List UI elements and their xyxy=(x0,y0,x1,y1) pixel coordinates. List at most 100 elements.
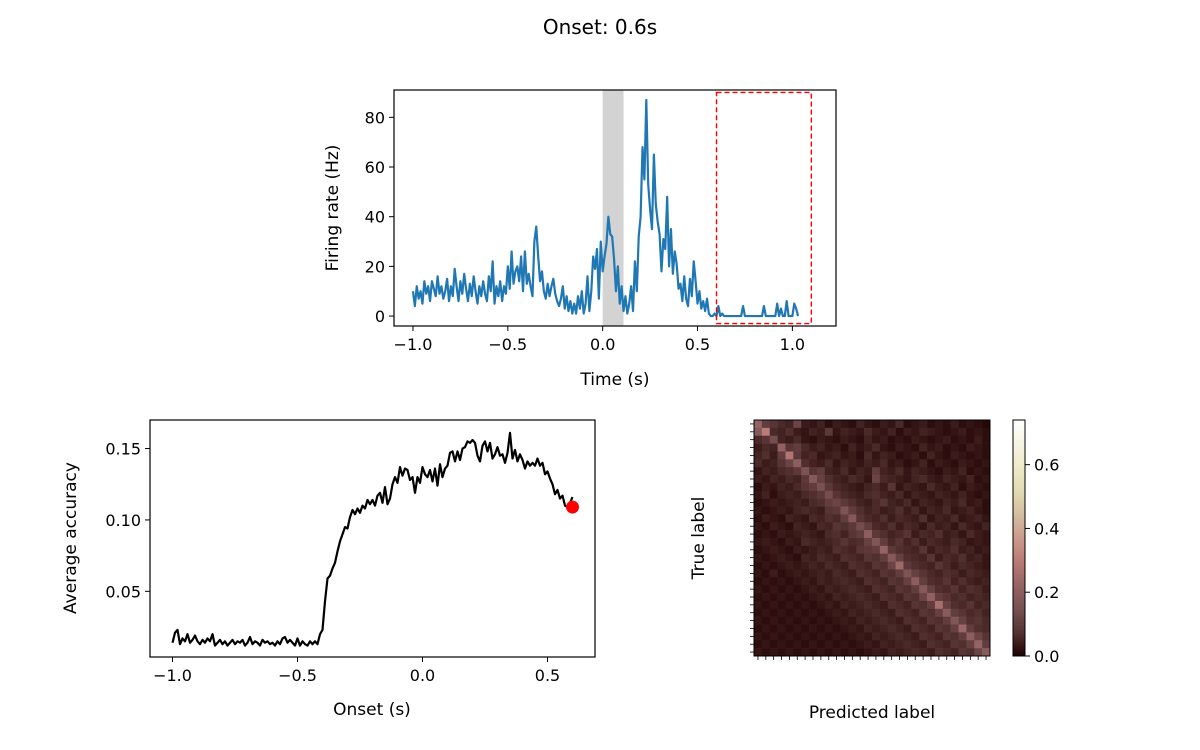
confusion-cell xyxy=(879,482,889,492)
confusion-cell xyxy=(982,545,991,555)
confusion-cell xyxy=(982,600,991,610)
confusion-cell xyxy=(824,561,833,570)
confusion-cell xyxy=(864,624,873,633)
confusion-cell xyxy=(777,420,786,429)
confusion-cell xyxy=(919,522,928,531)
confusion-cell xyxy=(864,443,873,452)
confusion-cell xyxy=(809,482,818,492)
confusion-cell xyxy=(832,569,841,578)
confusion-cell xyxy=(840,530,849,539)
confusion-cell xyxy=(832,451,841,460)
confusion-cell xyxy=(856,632,865,641)
confusion-cell xyxy=(793,506,802,515)
confusion-cell xyxy=(801,427,810,437)
confusion-cell xyxy=(974,608,983,617)
confusion-cell xyxy=(974,514,983,523)
y-tick-label: 0 xyxy=(375,307,385,326)
confusion-cell xyxy=(832,427,841,437)
confusion-cell xyxy=(887,522,896,531)
confusion-cell xyxy=(911,648,920,657)
confusion-cell xyxy=(927,435,936,444)
confusion-cell xyxy=(982,514,991,523)
confusion-cell xyxy=(903,624,912,633)
confusion-cell xyxy=(879,514,889,523)
confusion-cell xyxy=(911,624,920,633)
confusion-cell xyxy=(982,608,991,617)
confusion-cell xyxy=(840,443,849,452)
colorbar-tick-label: 0.2 xyxy=(1034,583,1059,602)
confusion-cell xyxy=(754,490,763,499)
confusion-cell xyxy=(911,632,920,641)
confusion-cell xyxy=(793,475,802,484)
confusion-cell xyxy=(785,640,794,649)
confusion-cell xyxy=(832,467,841,476)
x-tick-label: −1.0 xyxy=(153,666,192,685)
confusion-cell xyxy=(848,545,857,555)
confusion-cell xyxy=(966,632,975,641)
confusion-cell xyxy=(895,427,904,437)
confusion-cell xyxy=(793,616,802,625)
confusion-cell xyxy=(816,648,826,657)
confusion-cell xyxy=(761,600,771,610)
confusion-cell xyxy=(895,420,904,429)
confusion-cell xyxy=(958,530,967,539)
confusion-cell xyxy=(816,538,826,547)
confusion-cell xyxy=(793,482,802,492)
confusion-cell xyxy=(785,545,794,555)
confusion-cell xyxy=(903,459,912,468)
confusion-cell xyxy=(903,427,912,437)
confusion-cell xyxy=(864,490,873,499)
confusion-cell xyxy=(982,577,991,586)
confusion-cell xyxy=(864,561,873,570)
confusion-cell xyxy=(934,482,944,492)
confusion-cell xyxy=(864,553,873,562)
confusion-cell xyxy=(879,498,889,507)
confusion-cell xyxy=(919,600,928,610)
confusion-cell xyxy=(872,443,881,452)
confusion-cell xyxy=(927,545,936,555)
confusion-cell xyxy=(950,482,959,492)
confusion-cell xyxy=(911,435,920,444)
confusion-cell xyxy=(793,459,802,468)
confusion-cell xyxy=(793,624,802,633)
confusion-cell xyxy=(950,420,959,429)
confusion-cell xyxy=(903,435,912,444)
confusion-cell xyxy=(824,420,833,429)
confusion-cell xyxy=(769,577,778,586)
confusion-cell xyxy=(958,632,967,641)
confusion-cell xyxy=(950,600,959,610)
confusion-cell xyxy=(754,522,763,531)
confusion-cell xyxy=(777,498,786,507)
confusion-cell xyxy=(754,616,763,625)
confusion-cell xyxy=(824,593,833,602)
firing-rate-series xyxy=(411,98,800,318)
confusion-cell xyxy=(777,608,786,617)
confusion-cell xyxy=(761,577,771,586)
confusion-cell xyxy=(816,443,826,452)
y-tick-label: 0.10 xyxy=(105,511,141,530)
confusion-cell xyxy=(777,490,786,499)
confusion-cell xyxy=(942,451,951,460)
confusion-cell xyxy=(942,475,951,484)
confusion-cell xyxy=(848,459,857,468)
confusion-cell xyxy=(785,482,794,492)
confusion-cell xyxy=(966,514,975,523)
confusion-cell xyxy=(793,569,802,578)
confusion-cell xyxy=(769,506,778,515)
confusion-cell xyxy=(895,467,904,476)
confusion-cell xyxy=(879,632,889,641)
confusion-cell xyxy=(824,514,833,523)
confusion-cell xyxy=(872,569,881,578)
confusion-cell xyxy=(927,467,936,476)
confusion-cell xyxy=(934,490,944,499)
confusion-cell xyxy=(879,451,889,460)
confusion-cell xyxy=(927,420,936,429)
confusion-cell xyxy=(848,420,857,429)
confusion-cell xyxy=(761,585,771,594)
confusion-cell xyxy=(848,467,857,476)
confusion-cell xyxy=(958,467,967,476)
confusion-cell xyxy=(769,616,778,625)
confusion-cell xyxy=(864,640,873,649)
confusion-cell xyxy=(848,522,857,531)
confusion-cell xyxy=(895,640,904,649)
